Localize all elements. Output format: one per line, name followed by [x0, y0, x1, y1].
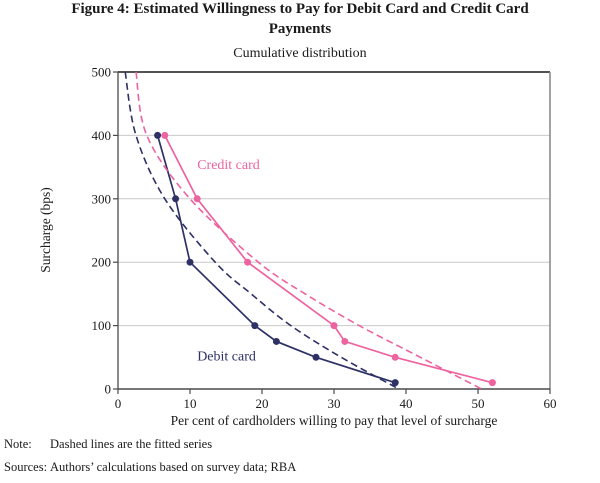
x-tick-label: 50 — [472, 396, 485, 411]
x-axis-label: Per cent of cardholders willing to pay t… — [171, 413, 498, 428]
debit-card-data-point — [186, 258, 194, 266]
credit-card-fitted-line — [135, 71, 482, 390]
x-tick-label: 40 — [400, 396, 413, 411]
sources-label: Sources: — [4, 460, 48, 474]
credit-card-data-point — [193, 195, 201, 203]
debit-card-data-point — [251, 322, 259, 330]
x-tick-label: 10 — [184, 396, 197, 411]
sources-text: Authors’ calculations based on survey da… — [50, 460, 297, 474]
series-layer: Credit card Debit card — [124, 71, 496, 390]
cumulative-distribution-chart: Credit card Debit card 0 10 20 30 40 50 60 0 100 2… — [38, 65, 557, 429]
debit-card-data-point — [172, 195, 180, 203]
credit-card-data-point — [244, 258, 252, 266]
credit-card-data-point — [488, 379, 496, 387]
x-tick-label: 20 — [256, 396, 269, 411]
ticks-layer: 0 10 20 30 40 50 60 0 100 200 300 400 500 — [92, 65, 557, 412]
sources-row: Sources: Authors’ calculations based on … — [4, 460, 596, 475]
series-label-credit-card: Credit card — [197, 158, 260, 173]
debit-card-data-point — [154, 131, 162, 139]
y-tick-label: 300 — [92, 191, 112, 206]
series-label-debit-card: Debit card — [197, 350, 256, 365]
credit-card-data-point — [391, 353, 399, 361]
chart-subtitle: Cumulative distribution — [233, 46, 367, 61]
note-label: Note: — [4, 437, 32, 451]
note-text: Dashed lines are the fitted series — [50, 437, 213, 451]
note-row: Note: Dashed lines are the fitted series — [4, 437, 596, 452]
x-tick-label: 30 — [328, 396, 341, 411]
debit-card-data-point — [391, 379, 399, 387]
debit-card-data-point — [272, 337, 280, 345]
debit-card-data-point — [312, 353, 320, 361]
credit-card-data-point — [341, 337, 349, 345]
figure-title-line1: Figure 4: Estimated Willingness to Pay f… — [71, 1, 529, 17]
y-tick-label: 0 — [105, 382, 112, 397]
y-tick-label: 200 — [92, 255, 112, 270]
credit-card-data-point — [330, 322, 338, 330]
credit-card-data-point — [161, 131, 169, 139]
x-tick-label: 60 — [544, 396, 557, 411]
figure-title-line2: Payments — [268, 21, 332, 37]
y-tick-label: 500 — [92, 65, 112, 80]
y-tick-label: 100 — [92, 318, 112, 333]
y-tick-label: 400 — [92, 128, 112, 143]
y-axis-label: Surcharge (bps) — [38, 187, 53, 273]
debit-card-fitted-line — [124, 71, 400, 390]
x-tick-label: 0 — [115, 396, 122, 411]
